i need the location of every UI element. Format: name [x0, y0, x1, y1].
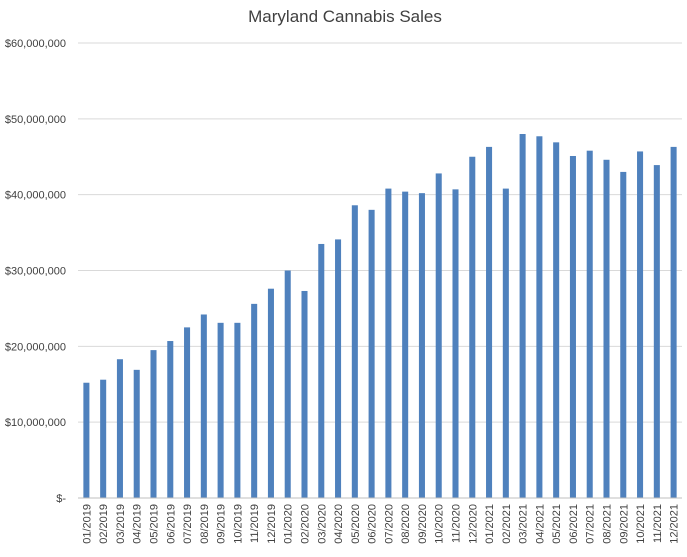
bar — [637, 151, 644, 499]
x-tick-label: 02/2021 — [501, 504, 513, 544]
bar — [519, 134, 526, 498]
bar — [452, 189, 459, 498]
bar — [251, 303, 258, 498]
bar — [418, 193, 425, 498]
chart-title: Maryland Cannabis Sales — [248, 7, 442, 26]
x-tick-label: 07/2021 — [585, 504, 597, 544]
x-tick-label: 01/2021 — [484, 504, 496, 544]
x-tick-label: 06/2019 — [165, 504, 177, 544]
x-tick-label: 08/2021 — [602, 504, 614, 544]
bar — [100, 379, 107, 498]
x-tick-label: 01/2019 — [81, 504, 93, 544]
y-tick-label: $40,000,000 — [5, 190, 66, 202]
bar — [586, 150, 593, 498]
bar — [318, 243, 325, 498]
x-tick-label: 09/2020 — [417, 504, 429, 544]
bar — [653, 165, 660, 498]
bars — [83, 134, 677, 499]
x-tick-label: 06/2021 — [568, 504, 580, 544]
bar — [670, 146, 677, 498]
x-tick-label: 09/2019 — [216, 504, 228, 544]
bar — [133, 369, 140, 498]
bar — [368, 209, 375, 499]
x-tick-label: 11/2019 — [249, 504, 261, 543]
x-tick-label: 04/2021 — [534, 504, 546, 544]
x-tick-label: 03/2019 — [115, 504, 127, 544]
x-tick-label: 10/2020 — [434, 504, 446, 544]
x-tick-label: 04/2020 — [333, 504, 345, 544]
x-tick-label: 01/2020 — [283, 504, 295, 544]
x-tick-label: 05/2021 — [551, 504, 563, 544]
x-tick-label: 07/2019 — [182, 504, 194, 544]
bar — [402, 191, 409, 498]
bar — [469, 156, 476, 498]
bar — [167, 341, 174, 498]
x-tick-label: 10/2021 — [635, 504, 647, 544]
x-tick-label: 10/2019 — [232, 504, 244, 544]
x-tick-label: 05/2019 — [149, 504, 161, 544]
y-tick-label: $30,000,000 — [5, 266, 66, 278]
x-tick-label: 07/2020 — [383, 504, 395, 544]
bar — [620, 171, 627, 498]
x-tick-label: 03/2021 — [518, 504, 530, 544]
y-tick-label: $20,000,000 — [5, 341, 66, 353]
bar — [284, 270, 291, 498]
x-tick-label: 12/2019 — [266, 504, 278, 544]
bar — [116, 359, 123, 498]
y-tick-label: $60,000,000 — [5, 38, 66, 50]
x-tick-label: 05/2020 — [350, 504, 362, 544]
x-tick-label: 08/2020 — [400, 504, 412, 544]
bar — [502, 188, 509, 498]
x-tick-label: 09/2021 — [618, 504, 630, 544]
bar — [184, 327, 191, 498]
x-tick-label: 06/2020 — [367, 504, 379, 544]
bar — [536, 136, 543, 498]
bar — [385, 188, 392, 498]
bar — [150, 350, 157, 498]
gridlines — [78, 42, 682, 423]
bar — [301, 290, 308, 498]
bar — [234, 322, 241, 498]
x-tick-label: 08/2019 — [199, 504, 211, 544]
bar — [83, 382, 90, 498]
x-tick-label: 04/2019 — [132, 504, 144, 544]
bar — [200, 314, 207, 498]
y-tick-label: $- — [56, 493, 66, 505]
bar — [217, 322, 224, 498]
bar — [335, 239, 342, 499]
y-tick-label: $10,000,000 — [5, 417, 66, 429]
bar — [486, 146, 493, 498]
bar — [603, 159, 610, 499]
bar — [351, 205, 358, 499]
y-tick-label: $50,000,000 — [5, 114, 66, 126]
x-tick-label: 12/2020 — [467, 504, 479, 544]
x-tick-label: 11/2021 — [652, 504, 664, 543]
x-tick-label: 11/2020 — [451, 504, 463, 543]
x-tick-label: 02/2020 — [300, 504, 312, 544]
y-axis-ticks: $- $10,000,000 $20,000,000 $30,000,000 $40,0… — [5, 38, 67, 505]
bar — [569, 155, 576, 498]
bar — [435, 173, 442, 498]
x-tick-label: 02/2019 — [98, 504, 110, 544]
x-tick-label: 12/2021 — [669, 504, 681, 544]
bar — [553, 142, 560, 498]
bar — [267, 288, 274, 498]
x-axis-ticks: 01/2019 02/2019 03/2019 04/2019 05/2019 06/20… — [81, 504, 680, 544]
x-tick-label: 03/2020 — [316, 504, 328, 544]
